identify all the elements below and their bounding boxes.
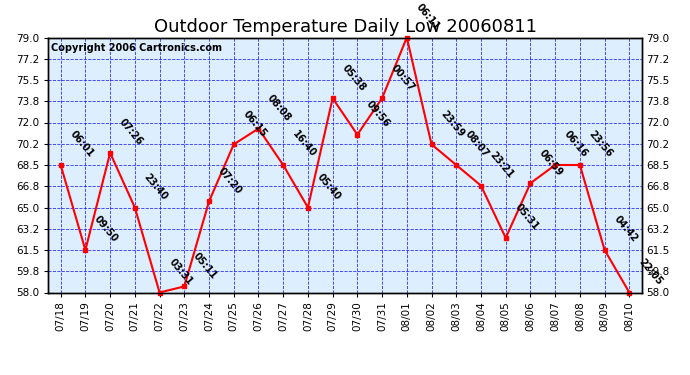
Text: 04:42: 04:42 — [611, 214, 639, 244]
Text: 05:31: 05:31 — [513, 202, 540, 232]
Text: 09:50: 09:50 — [92, 214, 120, 244]
Text: 05:40: 05:40 — [315, 172, 342, 202]
Text: 06:01: 06:01 — [68, 129, 95, 159]
Text: 23:21: 23:21 — [488, 150, 515, 180]
Text: 09:56: 09:56 — [364, 99, 392, 129]
Text: 08:07: 08:07 — [463, 129, 491, 159]
Text: Copyright 2006 Cartronics.com: Copyright 2006 Cartronics.com — [51, 43, 222, 52]
Text: 06:59: 06:59 — [538, 147, 565, 178]
Text: 23:40: 23:40 — [141, 172, 169, 202]
Text: 08:08: 08:08 — [266, 93, 293, 123]
Text: 22:05: 22:05 — [636, 257, 664, 287]
Text: 16:40: 16:40 — [290, 129, 317, 159]
Text: 00:57: 00:57 — [389, 63, 417, 93]
Text: 06:11: 06:11 — [414, 2, 442, 32]
Title: Outdoor Temperature Daily Low 20060811: Outdoor Temperature Daily Low 20060811 — [153, 18, 537, 36]
Text: 06:15: 06:15 — [241, 109, 268, 139]
Text: 23:59: 23:59 — [438, 109, 466, 139]
Text: 05:38: 05:38 — [339, 62, 367, 93]
Text: 06:16: 06:16 — [562, 129, 590, 159]
Text: 07:20: 07:20 — [216, 166, 244, 196]
Text: 23:56: 23:56 — [586, 129, 614, 159]
Text: 05:11: 05:11 — [191, 251, 219, 281]
Text: 07:26: 07:26 — [117, 117, 145, 147]
Text: 03:31: 03:31 — [166, 257, 194, 287]
